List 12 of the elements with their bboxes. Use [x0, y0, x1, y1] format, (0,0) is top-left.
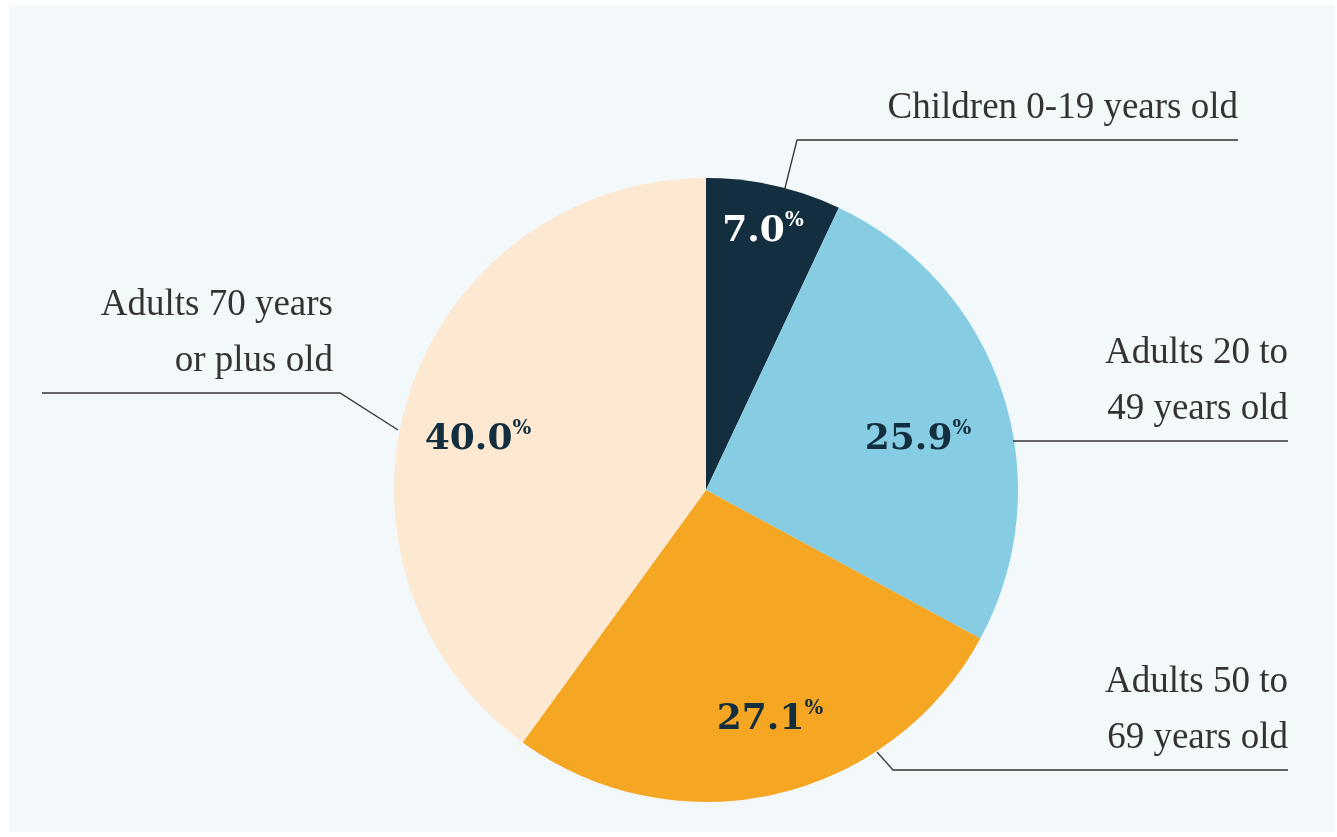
pie-slice [706, 178, 839, 490]
slice-label: Adults 50 to 69 years old [1105, 659, 1289, 756]
slice-label: Children 0-19 years old [887, 85, 1239, 126]
slice-label: Adults 20 to 49 years old [1105, 330, 1289, 427]
data-label: 40.0$^{%}$ [424, 414, 532, 457]
pie-slice [522, 490, 981, 802]
data-label: 7.0$^{%}$ [722, 206, 804, 249]
data-label: 27.1$^{%}$ [716, 694, 824, 737]
pie-slice [706, 207, 1018, 639]
pie-slice [394, 178, 706, 743]
data-label: 25.9$^{%}$ [864, 414, 972, 457]
slice-label: Adults 70 years or plus old [100, 282, 334, 379]
